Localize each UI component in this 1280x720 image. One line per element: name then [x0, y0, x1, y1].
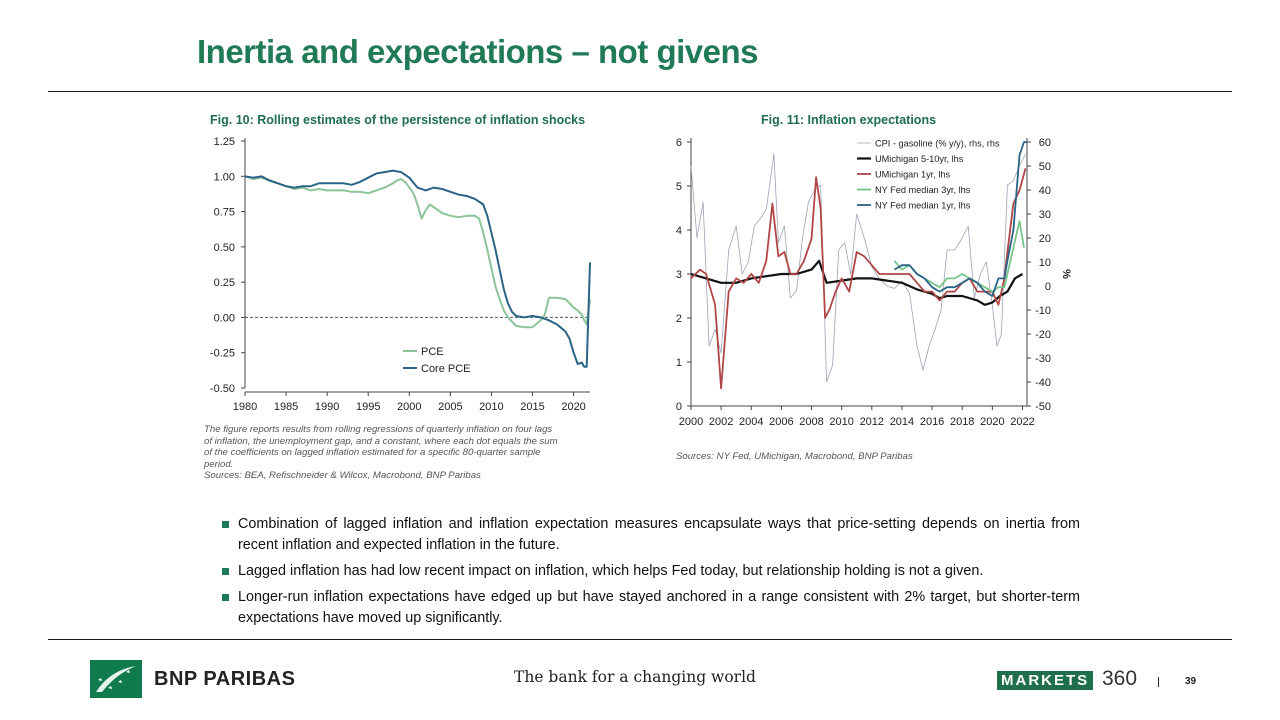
fig10-note-line: The figure reports results from rolling …: [204, 424, 553, 435]
x-tick-label: 2006: [769, 416, 793, 428]
series-line: [690, 168, 1027, 390]
x-tick-label: 2008: [799, 416, 823, 428]
x-tick-label: 1995: [356, 401, 380, 413]
right-tick-label: 50: [1039, 161, 1051, 173]
x-tick-label: 2020: [980, 416, 1004, 428]
x-tick-label: 2022: [1010, 416, 1034, 428]
legend-label: NY Fed median 3yr, lhs: [875, 185, 971, 195]
bullet-item: Lagged inflation has had low recent impa…: [222, 561, 1080, 582]
right-axis-label: %: [1060, 269, 1072, 279]
right-tick-label: 10: [1039, 257, 1051, 269]
y-tick-label: -0.50: [210, 383, 235, 395]
bottom-divider: [48, 639, 1232, 640]
fig10-note-line: period.: [204, 458, 234, 470]
markets-logo: MARKETS: [997, 671, 1094, 690]
x-tick-label: 2015: [520, 401, 544, 413]
x-tick-label: 2010: [829, 416, 853, 428]
legend-label: UMichigan 5-10yr, lhs: [875, 154, 964, 164]
bullet-list: Combination of lagged inflation and infl…: [222, 514, 1080, 634]
page-separator: [1158, 677, 1159, 687]
left-tick-label: 2: [676, 313, 682, 325]
right-tick-label: 20: [1039, 233, 1051, 245]
top-divider: [48, 91, 1232, 92]
series-line: [690, 153, 1026, 383]
y-tick-label: 0.75: [214, 207, 235, 219]
x-tick-label: 1980: [233, 401, 257, 413]
left-tick-label: 0: [676, 401, 682, 413]
y-tick-label: 1.00: [214, 171, 235, 183]
right-tick-label: -50: [1035, 401, 1051, 413]
series-line: [893, 141, 1027, 297]
x-tick-label: 2012: [860, 416, 884, 428]
left-tick-label: 1: [676, 357, 682, 369]
series-line: [244, 169, 591, 368]
markets-360: 360: [1102, 667, 1138, 690]
x-tick-label: 2000: [679, 416, 703, 428]
tagline: The bank for a changing world: [514, 668, 756, 686]
x-tick-label: 1990: [315, 401, 339, 413]
right-tick-label: -30: [1035, 353, 1051, 365]
fig10-note-line: of the coefficients on lagged inflation …: [204, 447, 541, 459]
brand-name: BNP PARIBAS: [154, 668, 296, 690]
left-tick-label: 6: [676, 137, 682, 149]
left-tick-label: 4: [676, 225, 682, 237]
x-tick-label: 2000: [397, 401, 421, 413]
fig10-note-line: of inflation, the unemployment gap, and …: [204, 435, 558, 447]
right-tick-label: -40: [1035, 377, 1051, 389]
legend-label: CPI - gasoline (% y/y), rhs, rhs: [875, 139, 1000, 149]
series-line: [690, 259, 1024, 306]
fig11-sources: Sources: NY Fed, UMichigan, Macrobond, B…: [676, 451, 913, 462]
right-tick-label: -20: [1035, 329, 1051, 341]
right-tick-label: 30: [1039, 209, 1051, 221]
legend-label: PCE: [421, 346, 444, 358]
fig11-title: Fig. 11: Inflation expectations: [761, 113, 937, 127]
series-line: [244, 175, 591, 329]
right-tick-label: -10: [1035, 305, 1051, 317]
page-number: 39: [1185, 676, 1197, 687]
legend-label: Core PCE: [421, 363, 471, 375]
x-tick-label: 2002: [709, 416, 733, 428]
x-tick-label: 2016: [920, 416, 944, 428]
fig10-chart: 1.25 1.00 0.75 0.50 0.25 0.00 -0.25 -0.50 1980 19…: [210, 136, 591, 413]
bullet-item: Longer-run inflation expectations have e…: [222, 587, 1080, 629]
legend-label: UMichigan 1yr, lhs: [875, 170, 950, 180]
legend-label: NY Fed median 1yr, lhs: [875, 201, 971, 211]
y-tick-label: 1.25: [214, 136, 235, 148]
right-tick-label: 40: [1039, 185, 1051, 197]
fig10-note: The figure reports results from rolling …: [204, 424, 614, 482]
left-tick-label: 5: [676, 181, 682, 193]
x-tick-label: 1985: [274, 401, 298, 413]
x-tick-label: 2014: [890, 416, 914, 428]
right-tick-label: 60: [1039, 137, 1051, 149]
y-tick-label: -0.25: [210, 348, 235, 360]
x-tick-label: 2004: [739, 416, 763, 428]
page-title: Inertia and expectations – not givens: [197, 33, 758, 70]
x-tick-label: 2010: [479, 401, 503, 413]
bullet-item: Combination of lagged inflation and infl…: [222, 514, 1080, 556]
x-tick-label: 2018: [950, 416, 974, 428]
x-tick-label: 2020: [561, 401, 585, 413]
x-tick-label: 2005: [438, 401, 462, 413]
bnp-logo-icon: [90, 660, 142, 698]
fig10-sources: Sources: BEA, Refischneider & Wilcox, Ma…: [204, 470, 481, 482]
y-tick-label: 0.50: [214, 242, 235, 254]
left-tick-label: 3: [676, 269, 682, 281]
y-tick-label: 0.25: [214, 277, 235, 289]
fig10-title: Fig. 10: Rolling estimates of the persis…: [210, 113, 586, 127]
y-tick-label: 0.00: [214, 312, 235, 324]
right-tick-label: 0: [1045, 281, 1051, 293]
